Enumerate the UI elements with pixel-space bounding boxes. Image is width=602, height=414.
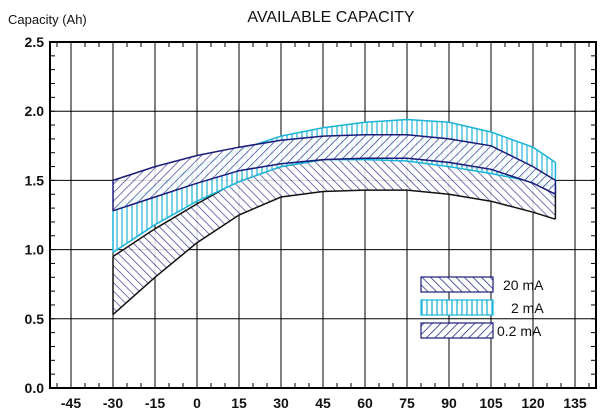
legend: 20 mA 2 mA 0.2 mA [420, 276, 544, 339]
y-tick-label: 1.0 [25, 242, 45, 258]
y-tick-labels: 0.0 0.5 1.0 1.5 2.0 2.5 [25, 34, 45, 396]
band-lower-edge-20ma [112, 189, 556, 316]
y-tick-label: 1.5 [25, 172, 45, 188]
x-tick-labels: -45 -30 -15 0 15 30 45 60 75 90 105 120 135 [61, 395, 587, 411]
x-tick-label: 0 [193, 395, 201, 411]
x-tick-label: 105 [479, 395, 503, 411]
legend-swatch-20ma [420, 276, 494, 293]
legend-label-2ma: 2 mA [511, 300, 544, 316]
y-tick-label: 0.5 [25, 311, 45, 327]
x-tick-label: 45 [315, 395, 331, 411]
x-tick-label: 120 [521, 395, 545, 411]
legend-label-20ma: 20 mA [503, 277, 544, 293]
band-upper-edge-02ma [112, 133, 556, 182]
band-20ma [113, 156, 556, 315]
x-tick-label: 60 [357, 395, 373, 411]
x-tick-label: -30 [103, 395, 123, 411]
plot-frame [49, 41, 597, 389]
x-tick-label: 135 [563, 395, 587, 411]
band-lower-edge-02ma [112, 157, 556, 212]
y-tick-label: 0.0 [25, 380, 45, 396]
band-02ma [113, 134, 556, 211]
x-tick-label: 90 [441, 395, 457, 411]
capacity-bands [112, 118, 557, 316]
chart-title: AVAILABLE CAPACITY [247, 9, 415, 26]
x-tick-label: 15 [231, 395, 247, 411]
legend-swatch-2ma [420, 299, 494, 316]
x-tick-label: -45 [61, 395, 81, 411]
x-tick-label: 30 [273, 395, 289, 411]
legend-swatch-02ma [420, 322, 494, 339]
x-tick-label: -15 [145, 395, 165, 411]
y-tick-label: 2.5 [25, 34, 45, 50]
legend-label-02ma: 0.2 mA [497, 323, 542, 339]
x-tick-label: 75 [399, 395, 415, 411]
y-axis-label: Capacity (Ah) [8, 12, 87, 27]
y-tick-label: 2.0 [25, 103, 45, 119]
